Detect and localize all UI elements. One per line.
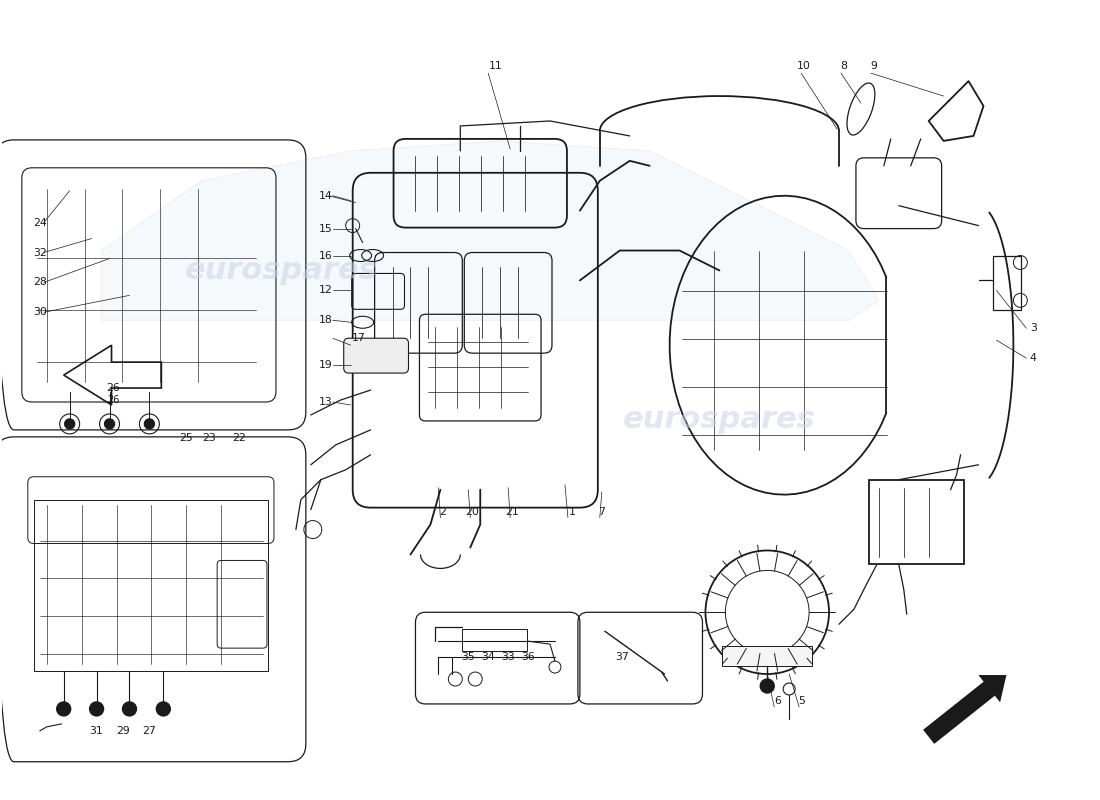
- Text: 22: 22: [232, 433, 246, 443]
- Text: 3: 3: [1030, 323, 1037, 334]
- Text: 31: 31: [90, 726, 103, 736]
- Text: 29: 29: [117, 726, 131, 736]
- Text: 9: 9: [870, 61, 878, 71]
- PathPatch shape: [101, 141, 879, 320]
- Bar: [723, 646, 812, 666]
- Circle shape: [122, 702, 136, 716]
- Text: 1: 1: [569, 506, 575, 517]
- Text: 12: 12: [319, 286, 332, 295]
- Text: 30: 30: [33, 307, 46, 318]
- Text: 16: 16: [319, 250, 332, 261]
- Circle shape: [57, 702, 70, 716]
- Text: 28: 28: [33, 278, 46, 287]
- Text: 10: 10: [798, 61, 811, 71]
- Text: 33: 33: [502, 652, 515, 662]
- Text: 36: 36: [521, 652, 535, 662]
- Circle shape: [104, 419, 114, 429]
- Text: 6: 6: [773, 696, 781, 706]
- Circle shape: [65, 419, 75, 429]
- FancyArrow shape: [923, 675, 1006, 744]
- Text: 25: 25: [179, 433, 194, 443]
- Text: 15: 15: [319, 223, 332, 234]
- Text: 27: 27: [143, 726, 156, 736]
- Text: 7: 7: [598, 506, 605, 517]
- Text: 18: 18: [319, 315, 332, 326]
- Text: eurospares: eurospares: [185, 256, 377, 285]
- Bar: [993, 255, 1022, 310]
- Text: 26: 26: [107, 383, 120, 393]
- Text: 17: 17: [352, 334, 365, 343]
- Circle shape: [760, 679, 774, 693]
- FancyBboxPatch shape: [343, 338, 408, 373]
- Bar: [34, 500, 268, 671]
- Text: 32: 32: [33, 247, 46, 258]
- Text: 26: 26: [108, 395, 120, 405]
- Circle shape: [89, 702, 103, 716]
- Circle shape: [156, 702, 170, 716]
- Text: 8: 8: [840, 61, 847, 71]
- Text: 20: 20: [465, 506, 480, 517]
- Text: 37: 37: [615, 652, 628, 662]
- Text: 23: 23: [202, 433, 216, 443]
- Text: 21: 21: [505, 506, 519, 517]
- Text: 5: 5: [798, 696, 804, 706]
- Bar: [462, 630, 527, 651]
- Bar: [869, 480, 964, 565]
- Text: 24: 24: [33, 218, 46, 228]
- Text: 34: 34: [482, 652, 495, 662]
- Text: 13: 13: [319, 397, 332, 407]
- Text: 35: 35: [461, 652, 475, 662]
- Text: eurospares: eurospares: [623, 406, 816, 434]
- Text: 14: 14: [319, 190, 332, 201]
- Text: 4: 4: [1030, 353, 1037, 363]
- Text: 11: 11: [488, 61, 502, 71]
- Text: 19: 19: [319, 360, 332, 370]
- Text: 2: 2: [439, 506, 446, 517]
- Circle shape: [144, 419, 154, 429]
